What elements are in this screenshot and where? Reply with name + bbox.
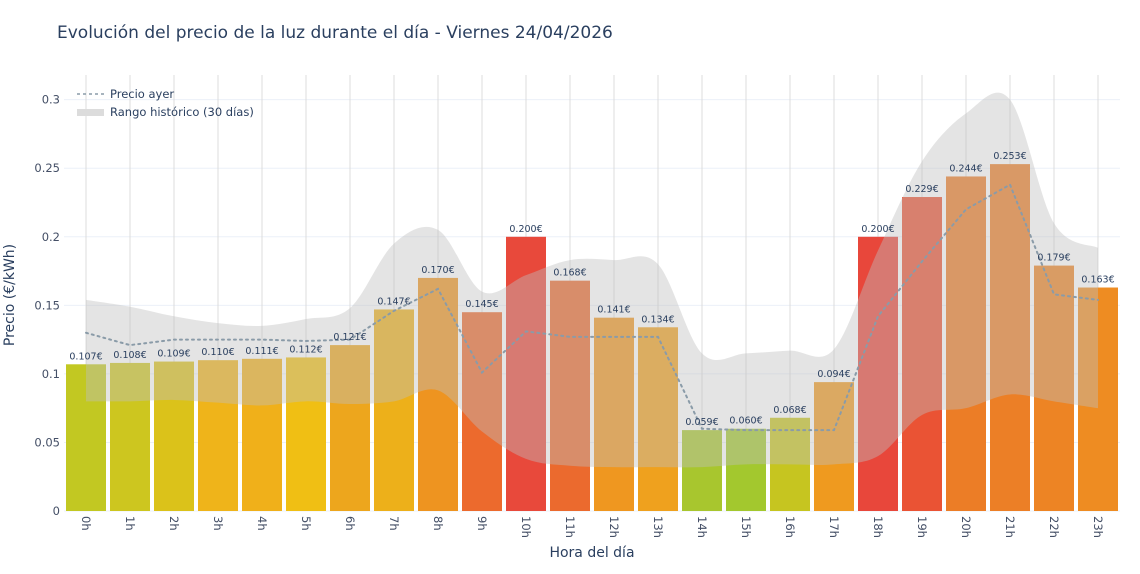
data-label: 0.200€ (861, 224, 894, 235)
x-tick-label: 11h (563, 516, 577, 538)
data-label: 0.200€ (509, 224, 542, 235)
x-tick-label: 9h (475, 516, 489, 531)
data-label: 0.112€ (289, 344, 322, 355)
y-tick-label: 0 (53, 504, 60, 518)
data-label: 0.179€ (1037, 253, 1070, 264)
data-label: 0.170€ (421, 265, 454, 276)
data-label: 0.168€ (553, 268, 586, 279)
data-label: 0.108€ (113, 350, 146, 361)
x-tick-label: 18h (871, 516, 885, 538)
legend-band-swatch (77, 109, 104, 116)
data-label: 0.253€ (993, 151, 1026, 162)
data-label: 0.147€ (377, 296, 410, 307)
x-tick-label: 17h (827, 516, 841, 538)
x-tick-label: 3h (211, 516, 225, 531)
data-label: 0.134€ (641, 314, 674, 325)
x-axis-ticks: 0h 1h 2h 3h 4h 5h 6h 7h 8h 9h 10h 11h 12h 13h 14h 15h 16… (79, 516, 1105, 538)
data-label: 0.068€ (773, 405, 806, 416)
x-tick-label: 23h (1091, 516, 1105, 538)
x-tick-label: 7h (387, 516, 401, 531)
legend-yesterday[interactable]: Precio ayer (110, 87, 174, 101)
y-axis-title: Precio (€/kWh) (2, 244, 18, 346)
data-label: 0.059€ (685, 417, 718, 428)
x-tick-label: 21h (1003, 516, 1017, 538)
x-tick-label: 4h (255, 516, 269, 531)
x-tick-label: 12h (607, 516, 621, 538)
y-tick-label: 0.05 (34, 435, 60, 449)
x-tick-label: 2h (167, 516, 181, 531)
data-label: 0.060€ (729, 416, 762, 427)
y-tick-label: 0.3 (42, 93, 60, 107)
data-label: 0.229€ (905, 184, 938, 195)
data-label: 0.141€ (597, 305, 630, 316)
x-tick-label: 5h (299, 516, 313, 531)
data-label: 0.110€ (201, 347, 234, 358)
y-tick-label: 0.15 (34, 298, 60, 312)
x-tick-label: 10h (519, 516, 533, 538)
x-tick-label: 16h (783, 516, 797, 538)
y-tick-label: 0.1 (42, 367, 60, 381)
x-axis-title: Hora del día (549, 545, 634, 561)
x-tick-label: 6h (343, 516, 357, 531)
x-tick-label: 0h (79, 516, 93, 531)
y-tick-label: 0.2 (42, 230, 60, 244)
x-tick-label: 1h (123, 516, 137, 531)
data-label: 0.145€ (465, 299, 498, 310)
x-tick-label: 22h (1047, 516, 1061, 538)
data-label: 0.094€ (817, 369, 850, 380)
x-tick-label: 19h (915, 516, 929, 538)
data-label: 0.121€ (333, 332, 366, 343)
data-label: 0.111€ (245, 346, 278, 357)
data-label: 0.107€ (69, 351, 102, 362)
x-tick-label: 8h (431, 516, 445, 531)
chart-title: Evolución del precio de la luz durante e… (57, 23, 613, 43)
x-tick-label: 14h (695, 516, 709, 538)
x-tick-label: 20h (959, 516, 973, 538)
x-tick-label: 15h (739, 516, 753, 538)
legend[interactable]: Precio ayer Rango histórico (30 días) (77, 87, 254, 119)
y-tick-label: 0.25 (34, 161, 60, 175)
data-label: 0.163€ (1081, 275, 1114, 286)
data-label: 0.244€ (949, 163, 982, 174)
y-axis-ticks: 0 0.05 0.1 0.15 0.2 0.25 0.3 (34, 93, 60, 518)
x-tick-label: 13h (651, 516, 665, 538)
legend-range[interactable]: Rango histórico (30 días) (110, 105, 254, 119)
data-label: 0.109€ (157, 349, 190, 360)
